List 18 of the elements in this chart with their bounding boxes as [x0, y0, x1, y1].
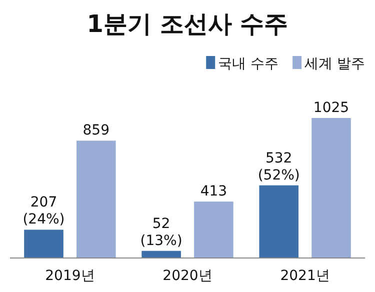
bar: [24, 230, 64, 258]
legend-label: 국내 수주: [218, 56, 279, 72]
data-label: 532 (52%): [258, 150, 300, 184]
bar: [259, 185, 298, 258]
data-label: 52 (13%): [140, 216, 182, 249]
bar: [194, 202, 234, 258]
data-label: 1025: [313, 100, 350, 116]
data-label: 859: [82, 122, 110, 139]
data-label: 413: [200, 184, 228, 200]
x-tick-label: 2020년: [162, 268, 212, 284]
bar: [142, 250, 181, 258]
data-label: 207 (24%): [22, 194, 65, 228]
x-tick-label: 2019년: [45, 268, 95, 284]
legend-label: 세계 발주: [304, 56, 365, 72]
x-tick-label: 2021년: [280, 268, 330, 284]
bar: [76, 140, 116, 258]
bar: [312, 118, 351, 258]
chart-title: 1분기 조선사 수주: [86, 10, 288, 38]
